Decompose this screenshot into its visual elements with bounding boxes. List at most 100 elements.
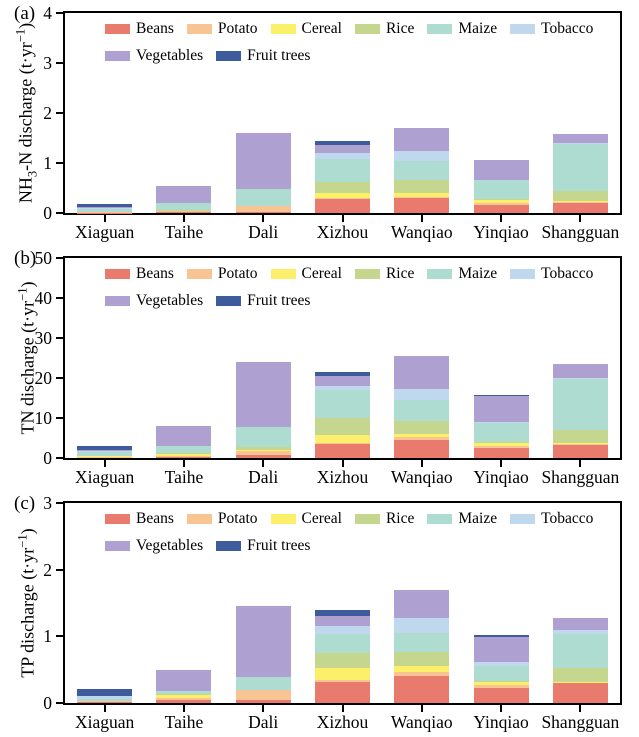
y-axis-title: TP discharge (t·yr−1) <box>16 528 39 677</box>
legend: Beans Potato Cereal Rice Maize Tobacco Vegetab… <box>105 510 606 564</box>
legend-swatch-beans <box>105 24 130 34</box>
bar-segment-maize <box>552 144 608 191</box>
bar-segment-cereal <box>473 200 529 203</box>
legend-item-rice: Rice <box>354 20 415 38</box>
bar-segment-tobacco <box>552 630 608 634</box>
legend-swatch-rice <box>354 514 380 524</box>
legend-swatch-vegetables <box>105 541 130 551</box>
x-tick-mark <box>103 705 106 712</box>
legend-label-maize: Maize <box>458 265 498 282</box>
y-tick-mark <box>56 212 63 214</box>
legend-item-cereal: Cereal <box>270 265 342 283</box>
y-tick-label: 0 <box>43 203 52 223</box>
legend-swatch-beans <box>105 269 130 279</box>
legend-label-fruit-trees: Fruit trees <box>247 47 311 64</box>
legend-swatch-vegetables <box>105 296 130 306</box>
bar-segment-vegetables <box>552 134 608 143</box>
y-tick-label: 1 <box>43 626 52 647</box>
bar-segment-potato <box>394 671 450 676</box>
bar-segment-tobacco <box>315 626 370 635</box>
bar-segment-beans <box>473 204 529 213</box>
legend-swatch-tobacco <box>510 24 536 34</box>
y-axis-title-part: −1 <box>13 28 28 43</box>
legend-item-tobacco: Tobacco <box>510 20 593 38</box>
legend-label-beans: Beans <box>136 265 174 282</box>
bar-segment-cereal <box>156 695 212 698</box>
bar-segment-rice <box>473 198 529 200</box>
bar-segment-beans <box>156 699 212 703</box>
legend-label-maize: Maize <box>458 20 498 37</box>
legend-item-potato: Potato <box>186 265 258 283</box>
bar-segment-maize <box>315 158 370 182</box>
bar-segment-potato <box>235 206 291 212</box>
bar-segment-cereal <box>315 668 370 681</box>
bar-segment-potato <box>473 685 529 688</box>
y-tick-label: 4 <box>43 3 52 23</box>
bar-segment-rice <box>552 667 608 682</box>
bar-segment-potato <box>235 451 291 456</box>
legend-label-tobacco: Tobacco <box>541 510 594 527</box>
bar-segment-maize <box>77 208 133 212</box>
x-category-label: Xizhou <box>316 222 369 242</box>
bar-segment-potato <box>315 680 370 683</box>
bar-segment-potato <box>156 455 212 457</box>
bar-segment-potato <box>394 196 450 198</box>
y-tick-mark <box>56 635 63 637</box>
x-tick-mark <box>500 215 503 222</box>
bar-segment-vegetables <box>156 669 212 691</box>
bar-segment-potato <box>156 697 212 700</box>
legend-label-rice: Rice <box>385 20 415 37</box>
x-tick-mark <box>182 705 185 712</box>
bar-segment-rice <box>156 209 212 210</box>
bar-segment-beans <box>552 202 608 213</box>
bar-segment-cereal <box>394 666 450 672</box>
legend-item-tobacco: Tobacco <box>510 265 593 283</box>
y-tick-mark <box>56 417 63 419</box>
bar-segment-beans <box>235 699 291 703</box>
bar-segment-vegetables <box>156 426 212 446</box>
bar-segment-potato <box>156 210 212 212</box>
x-category-label: Shangguan <box>541 222 620 242</box>
legend-item-fruit-trees: Fruit trees <box>216 292 310 310</box>
y-tick-mark <box>56 112 63 114</box>
bar-segment-cereal <box>394 193 450 197</box>
legend-item-rice: Rice <box>354 265 414 283</box>
legend-swatch-vegetables <box>105 51 130 61</box>
legend-item-beans: Beans <box>105 265 174 283</box>
bar-segment-potato <box>315 443 370 444</box>
bar-segment-vegetables <box>235 132 291 189</box>
bar-segment-maize <box>552 378 608 431</box>
bar-segment-vegetables <box>315 376 370 387</box>
y-tick-mark <box>56 702 63 704</box>
y-axis-title-part: ) <box>17 281 38 288</box>
y-tick-label: 2 <box>43 559 52 580</box>
bar-segment-maize <box>77 451 133 457</box>
bar-segment-vegetables <box>235 362 291 428</box>
legend-item-beans: Beans <box>105 510 174 528</box>
bar-segment-rice <box>315 418 370 436</box>
chart-panel-b: (b) TN discharge (t·yr−1) Beans Potato Cer… <box>0 245 639 490</box>
legend-label-vegetables: Vegetables <box>136 537 204 554</box>
bar-segment-beans <box>552 683 608 703</box>
bar-segment-rice <box>394 651 450 667</box>
bar-segment-cereal <box>315 435 370 444</box>
x-tick-mark <box>579 215 582 222</box>
bar-segment-rice <box>552 190 608 201</box>
bar-segment-maize <box>235 427 291 447</box>
panel-label: (a) <box>14 3 36 24</box>
x-tick-mark <box>341 460 344 467</box>
bar-segment-maize <box>552 633 608 668</box>
legend-swatch-rice <box>354 269 380 279</box>
x-category-label: Shangguan <box>541 712 620 732</box>
x-category-label: Taihe <box>164 222 204 242</box>
legend-swatch-maize <box>427 514 453 524</box>
legend-label-fruit-trees: Fruit trees <box>247 537 311 554</box>
y-tick-mark <box>56 162 63 164</box>
x-tick-mark <box>262 460 265 467</box>
bar-segment-rice <box>394 179 450 193</box>
legend-item-cereal: Cereal <box>270 20 342 38</box>
y-tick-label: 30 <box>34 328 53 348</box>
bar-segment-rice <box>315 182 370 193</box>
legend-item-maize: Maize <box>427 510 497 528</box>
x-category-label: Yinqiao <box>473 712 529 732</box>
